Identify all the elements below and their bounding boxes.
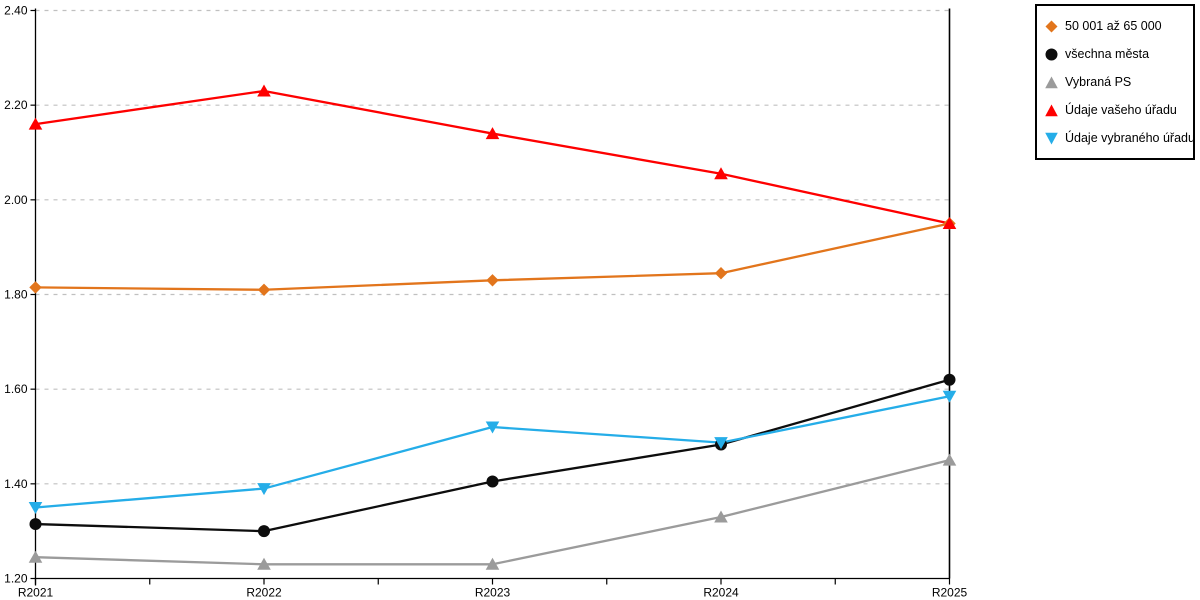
data-point <box>485 421 500 434</box>
data-point <box>258 525 270 538</box>
series-line <box>34 395 951 509</box>
data-point <box>714 510 728 523</box>
y-tick-label: 2.20 <box>4 98 28 112</box>
legend-item: Vybraná PS <box>1045 68 1187 96</box>
y-tick-label: 1.20 <box>4 572 28 586</box>
data-point <box>942 217 957 229</box>
x-tick-label: R2022 <box>246 586 282 600</box>
data-point <box>257 84 271 97</box>
data-point <box>942 453 957 466</box>
circle-legend-icon <box>1045 48 1058 61</box>
legend-item: Údaje vybraného úřadu <box>1045 124 1195 152</box>
legend-label: 50 001 až 65 000 <box>1065 19 1162 33</box>
data-point <box>714 437 728 450</box>
diamond-legend-icon <box>1045 20 1058 33</box>
data-point <box>486 475 499 488</box>
data-point <box>485 127 500 140</box>
data-point <box>29 281 42 294</box>
data-point <box>257 283 271 296</box>
chart-legend: 50 001 až 65 000 všechna města Vybraná PS Ú… <box>1035 4 1195 160</box>
y-tick-label: 1.80 <box>4 288 28 302</box>
x-tick-label: R2021 <box>18 586 54 600</box>
triangle-down-legend-icon <box>1045 132 1058 145</box>
series-line <box>34 89 951 225</box>
triangle-up-legend-icon <box>1045 76 1058 89</box>
data-point <box>28 117 43 130</box>
data-point <box>714 167 728 180</box>
data-point <box>485 557 500 570</box>
legend-label: Údaje vybraného úřadu <box>1065 131 1195 145</box>
triangle-up-legend-icon <box>1045 104 1058 117</box>
data-point <box>942 390 957 403</box>
x-tick-label: R2024 <box>703 586 739 600</box>
y-tick-label: 2.40 <box>4 4 28 18</box>
legend-item: 50 001 až 65 000 <box>1045 12 1187 40</box>
data-point <box>29 518 42 531</box>
data-point <box>714 267 728 280</box>
y-tick-label: 1.60 <box>4 382 28 396</box>
legend-item: Údaje vašeho úřadu <box>1045 96 1187 124</box>
y-tick-label: 1.40 <box>4 477 28 491</box>
data-point <box>28 550 43 563</box>
legend-label: Vybraná PS <box>1065 75 1132 89</box>
x-tick-label: R2023 <box>475 586 511 600</box>
series-line <box>34 378 951 533</box>
data-point <box>28 502 43 514</box>
legend-label: všechna města <box>1065 47 1150 61</box>
data-point <box>943 373 956 386</box>
legend-item: všechna města <box>1045 40 1187 68</box>
data-point <box>486 274 499 287</box>
data-point <box>257 483 271 496</box>
data-point <box>257 557 271 570</box>
legend-label: Údaje vašeho úřadu <box>1065 103 1177 117</box>
y-tick-label: 2.00 <box>4 193 28 207</box>
x-tick-label: R2025 <box>932 586 968 600</box>
